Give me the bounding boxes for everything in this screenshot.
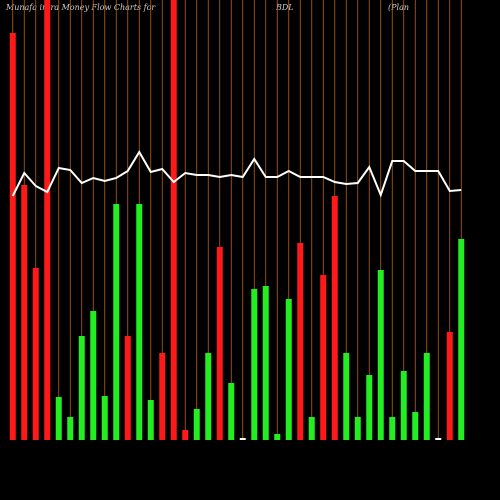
bar — [159, 353, 166, 440]
bar — [21, 185, 28, 440]
bar — [239, 438, 246, 440]
bar — [90, 311, 97, 440]
bar — [320, 275, 327, 440]
line — [11, 150, 462, 198]
bar — [377, 270, 384, 440]
bar — [354, 417, 361, 440]
bar — [308, 417, 315, 440]
bar — [400, 371, 407, 440]
bar — [55, 397, 62, 440]
bar — [262, 286, 269, 440]
chart-note: (Plan — [388, 3, 409, 12]
bar — [297, 243, 304, 440]
bar — [78, 336, 85, 440]
chart-title: Munafa intra Money Flow Charts for — [5, 3, 156, 12]
bar — [216, 247, 223, 440]
bar — [423, 353, 430, 440]
bar — [101, 396, 108, 440]
bar — [412, 412, 419, 440]
bar — [285, 299, 292, 440]
bar — [228, 383, 235, 440]
chart-subtitle: BDL — [275, 3, 294, 12]
bar — [251, 289, 258, 440]
bar — [124, 336, 131, 440]
bar — [9, 33, 16, 440]
bar — [67, 417, 74, 440]
bar — [136, 204, 143, 440]
bar — [170, 0, 177, 440]
bar — [435, 438, 442, 440]
bar — [458, 239, 465, 440]
bar — [389, 417, 396, 440]
bar — [113, 204, 120, 440]
bar — [193, 409, 200, 440]
bar — [32, 268, 39, 440]
bar — [331, 196, 338, 440]
bar — [182, 430, 189, 440]
bar — [366, 375, 373, 440]
bar — [205, 353, 212, 440]
bar — [446, 332, 453, 440]
bar — [343, 353, 350, 440]
bar — [147, 400, 154, 440]
bar — [44, 0, 51, 440]
bar — [274, 434, 281, 440]
